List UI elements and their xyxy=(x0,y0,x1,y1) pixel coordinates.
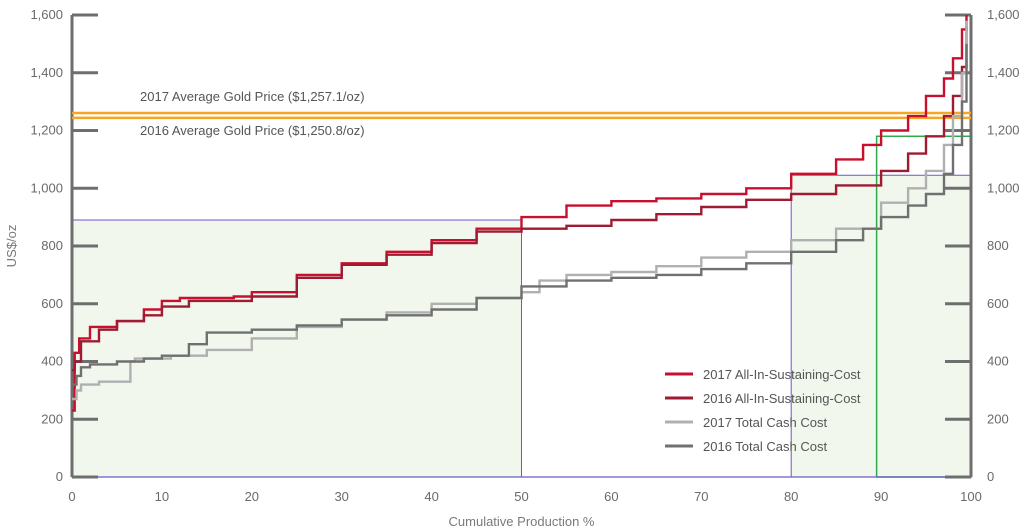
gold-price-lines xyxy=(72,111,971,120)
highlight-box-fill xyxy=(72,220,522,477)
x-tick-label: 30 xyxy=(334,489,348,504)
right-y-tick-label: 1,200 xyxy=(987,123,1020,138)
legend: 2017 All-In-Sustaining-Cost 2016 All-In-S… xyxy=(665,367,861,454)
y-axis-title: US$/oz xyxy=(4,225,19,268)
y-tick-label: 600 xyxy=(41,296,63,311)
right-y-tick-label: 400 xyxy=(987,354,1009,369)
x-tick-label: 60 xyxy=(604,489,618,504)
x-tick-label: 40 xyxy=(424,489,438,504)
x-tick-label: 50 xyxy=(514,489,528,504)
gold-price-2016-label: 2016 Average Gold Price ($1,250.8/oz) xyxy=(140,123,365,138)
y-tick-label: 0 xyxy=(56,469,63,484)
x-tick-label: 20 xyxy=(245,489,259,504)
right-y-tick-label: 600 xyxy=(987,296,1009,311)
right-y-tick-label: 800 xyxy=(987,238,1009,253)
right-y-tick-label: 200 xyxy=(987,411,1009,426)
y-tick-label: 1,600 xyxy=(30,7,63,22)
right-y-tick-label: 1,600 xyxy=(987,7,1020,22)
x-tick-label: 70 xyxy=(694,489,708,504)
x-tick-label: 0 xyxy=(68,489,75,504)
series-lines xyxy=(72,15,968,412)
x-tick-label: 90 xyxy=(874,489,888,504)
y-tick-label: 400 xyxy=(41,354,63,369)
series-line-3 xyxy=(72,20,968,401)
x-tick-label: 80 xyxy=(784,489,798,504)
series-line-2 xyxy=(72,26,968,372)
y-tick-label: 200 xyxy=(41,411,63,426)
axes xyxy=(70,13,973,479)
y-tick-label: 1,000 xyxy=(30,180,63,195)
x-tick-label: 10 xyxy=(155,489,169,504)
y-tick-label: 1,400 xyxy=(30,65,63,80)
x-axis-title: Cumulative Production % xyxy=(449,514,595,529)
legend-label: 2017 All-In-Sustaining-Cost xyxy=(703,367,861,382)
x-tick-label: 100 xyxy=(960,489,982,504)
right-y-tick-label: 1,400 xyxy=(987,65,1020,80)
series-line-1 xyxy=(72,15,968,412)
legend-label: 2016 All-In-Sustaining-Cost xyxy=(703,391,861,406)
right-y-tick-label: 0 xyxy=(987,469,994,484)
legend-label: 2017 Total Cash Cost xyxy=(703,415,827,430)
gold-price-2017-label: 2017 Average Gold Price ($1,257.1/oz) xyxy=(140,89,365,104)
y-tick-label: 1,200 xyxy=(30,123,63,138)
y-tick-label: 800 xyxy=(41,238,63,253)
legend-label: 2016 Total Cash Cost xyxy=(703,439,827,454)
right-y-tick-label: 1,000 xyxy=(987,180,1020,195)
series-line-4 xyxy=(72,43,968,386)
